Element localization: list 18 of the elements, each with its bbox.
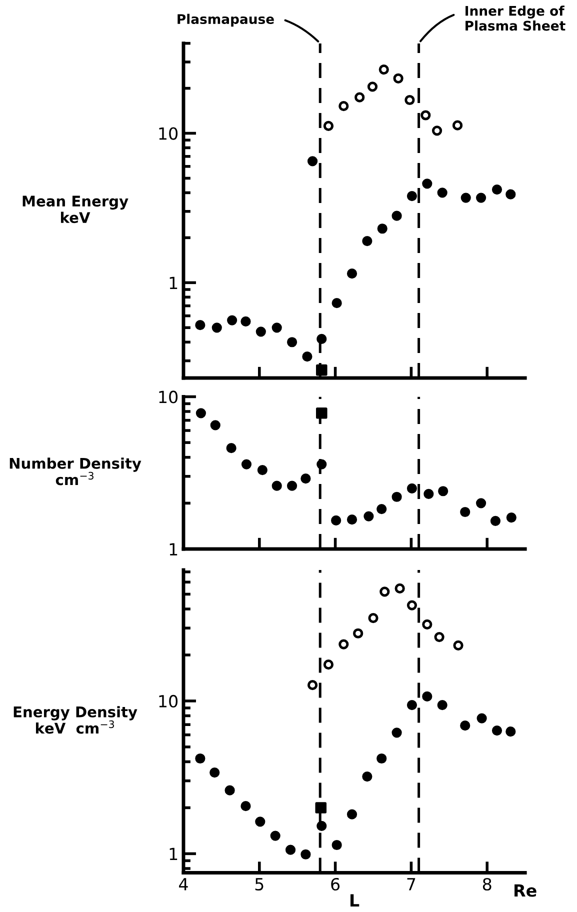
- y-tick-label: 1: [170, 276, 178, 289]
- y-tick-label: 10: [159, 694, 178, 708]
- ref-line-label: Inner Edge of Plasma Sheet: [466, 6, 566, 31]
- text: Re: [514, 884, 536, 897]
- x-tick-label: 5: [255, 878, 264, 891]
- y-tick-label: 1: [170, 848, 178, 860]
- y-axis-title: Energy Density keV cm$^{−3}$: [14, 706, 138, 734]
- x-tick-label: 6: [331, 878, 340, 891]
- x-tick-label: 7: [407, 878, 416, 890]
- y-tick-label: 1: [170, 543, 178, 556]
- x-tick-label: 8: [482, 878, 492, 891]
- y-tick-label: 10: [159, 127, 178, 140]
- y-axis-title: Number Density cm$^{−3}$: [10, 458, 142, 486]
- x-axis-title: L: [350, 894, 360, 906]
- y-tick-label: 10: [159, 390, 178, 404]
- x-tick-label: 4: [179, 878, 188, 890]
- y-axis-title: Mean Energy keV: [22, 196, 128, 224]
- ref-line-label: Plasmapause: [178, 14, 274, 27]
